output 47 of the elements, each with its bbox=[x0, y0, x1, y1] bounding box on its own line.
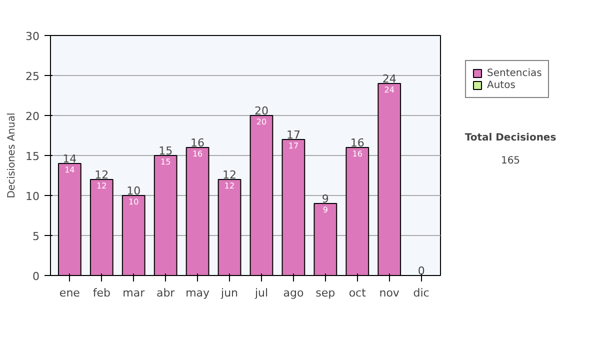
x-tick-label: abr bbox=[156, 286, 176, 300]
total-label: 0 bbox=[418, 264, 425, 278]
total-label: 12 bbox=[94, 168, 109, 182]
total-label: 12 bbox=[222, 168, 237, 182]
y-tick-label: 15 bbox=[26, 150, 40, 163]
x-tick-label: feb bbox=[92, 286, 110, 300]
legend-label: Autos bbox=[487, 79, 516, 91]
x-tick-label: may bbox=[186, 286, 210, 300]
data-label: 14 bbox=[64, 166, 75, 174]
y-axis-title: Decisiones Anual bbox=[6, 112, 18, 198]
total-label: 14 bbox=[62, 152, 77, 166]
y-tick-label: 5 bbox=[32, 230, 40, 243]
total-label: 16 bbox=[350, 136, 364, 150]
x-tick-label: ago bbox=[283, 286, 304, 300]
total-label: 17 bbox=[286, 128, 300, 142]
total-label: 24 bbox=[382, 72, 396, 86]
text: 165 bbox=[500, 156, 520, 166]
x-tick-label: nov bbox=[379, 286, 400, 300]
data-label: 16 bbox=[192, 150, 203, 158]
data-label: 16 bbox=[352, 150, 362, 158]
total-label: 15 bbox=[158, 144, 173, 158]
legend-label: Sentencias bbox=[487, 67, 542, 79]
x-tick-label: oct bbox=[348, 286, 367, 300]
x-tick-label: mar bbox=[122, 286, 146, 300]
x-tick-label: jul bbox=[254, 286, 268, 300]
total-label: 10 bbox=[126, 184, 141, 198]
data-label: 10 bbox=[128, 198, 139, 206]
data-label: 20 bbox=[256, 118, 267, 126]
y-tick-label: 20 bbox=[26, 110, 40, 123]
total-label: 20 bbox=[254, 104, 268, 118]
x-tick-label: ene bbox=[59, 286, 80, 300]
x-tick-label: sep bbox=[316, 286, 336, 300]
data-label: 9 bbox=[322, 206, 328, 214]
x-tick-label: jun bbox=[220, 286, 238, 300]
y-tick-label: 30 bbox=[26, 30, 40, 43]
data-label: 17 bbox=[288, 142, 299, 150]
total-label: 16 bbox=[190, 136, 205, 150]
data-label: 24 bbox=[384, 86, 394, 94]
x-tick-label: dic bbox=[413, 286, 430, 300]
data-label: 12 bbox=[224, 182, 235, 190]
data-label: 15 bbox=[160, 158, 171, 166]
y-tick-label: 0 bbox=[32, 270, 40, 283]
text: Total Decisiones bbox=[464, 132, 556, 144]
data-label: 12 bbox=[96, 182, 107, 190]
y-tick-label: 10 bbox=[26, 190, 40, 203]
y-tick-label: 25 bbox=[26, 70, 40, 83]
total-label: 9 bbox=[322, 192, 329, 206]
